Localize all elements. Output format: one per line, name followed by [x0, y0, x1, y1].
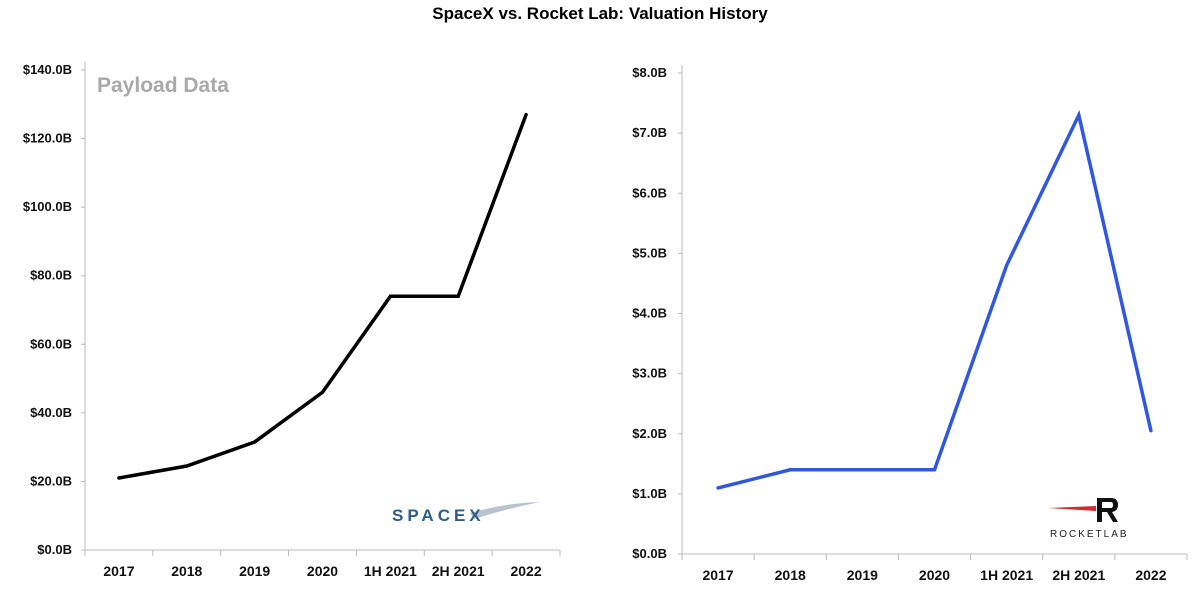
- rocketlab-logo: ROCKETLAB: [1048, 498, 1129, 540]
- rocketlab-y-tick-label: $4.0B: [632, 306, 667, 321]
- spacex-x-tick-label: 1H 2021: [364, 563, 417, 579]
- spacex-y-tick-label: $140.0B: [23, 62, 72, 77]
- spacex-logo-swoosh: [470, 502, 540, 519]
- rocketlab-y-tick-label: $2.0B: [632, 426, 667, 441]
- rocketlab-x-tick-label: 2019: [847, 567, 878, 583]
- spacex-x-tick-label: 2019: [239, 563, 270, 579]
- payload-data-watermark: Payload Data: [97, 74, 229, 97]
- rocketlab-red-streak: [1048, 506, 1096, 511]
- spacex-x-tick-label: 2018: [171, 563, 202, 579]
- rocketlab-y-tick-label: $6.0B: [632, 185, 667, 200]
- rocketlab-y-tick-label: $3.0B: [632, 366, 667, 381]
- rocketlab-r-mark: [1097, 498, 1118, 522]
- rocketlab-x-tick-label: 2H 2021: [1052, 567, 1105, 583]
- spacex-y-tick-label: $0.0B: [37, 542, 72, 557]
- spacex-series-line: [117, 112, 528, 480]
- rocketlab-x-tick-label: 2017: [702, 567, 733, 583]
- rocketlab-x-tick-label: 2022: [1135, 567, 1166, 583]
- rocketlab-x-tick-label: 2020: [919, 567, 950, 583]
- rocketlab-y-tick-label: $8.0B: [632, 65, 667, 80]
- spacex-y-tick-label: $100.0B: [23, 199, 72, 214]
- rocketlab-x-tick-label: 2018: [775, 567, 806, 583]
- spacex-logo: SPACEX: [392, 502, 540, 525]
- spacex-valuation-chart: $0.0B $20.0B $40.0B $60.0B $80.0B $100.0B $120…: [23, 62, 561, 579]
- rocketlab-series-line: [716, 109, 1153, 490]
- rocketlab-valuation-chart: $0.0B $1.0B $2.0B $3.0B $4.0B $5.0B $6.0B $7.0B…: [632, 65, 1188, 583]
- rocketlab-y-tick-label: $1.0B: [632, 486, 667, 501]
- spacex-y-tick-label: $20.0B: [30, 473, 72, 488]
- spacex-x-tick-label: 2020: [307, 563, 338, 579]
- rocketlab-y-tick-label: $7.0B: [632, 125, 667, 140]
- spacex-y-tick-label: $60.0B: [30, 336, 72, 351]
- spacex-y-tick-label: $80.0B: [30, 268, 72, 283]
- rocketlab-y-tick-label: $5.0B: [632, 245, 667, 260]
- rocketlab-y-tick-label: $0.0B: [632, 546, 667, 561]
- spacex-y-tick-label: $40.0B: [30, 405, 72, 420]
- spacex-x-tick-label: 2H 2021: [432, 563, 485, 579]
- spacex-y-tick-label: $120.0B: [23, 131, 72, 146]
- spacex-logo-text: SPACEX: [392, 506, 485, 525]
- spacex-x-tick-label: 2022: [510, 563, 541, 579]
- chart-title: SpaceX vs. Rocket Lab: Valuation History: [432, 4, 768, 23]
- spacex-x-tick-label: 2017: [103, 563, 134, 579]
- rocketlab-x-tick-label: 1H 2021: [980, 567, 1033, 583]
- rocketlab-logo-text: ROCKETLAB: [1050, 529, 1129, 540]
